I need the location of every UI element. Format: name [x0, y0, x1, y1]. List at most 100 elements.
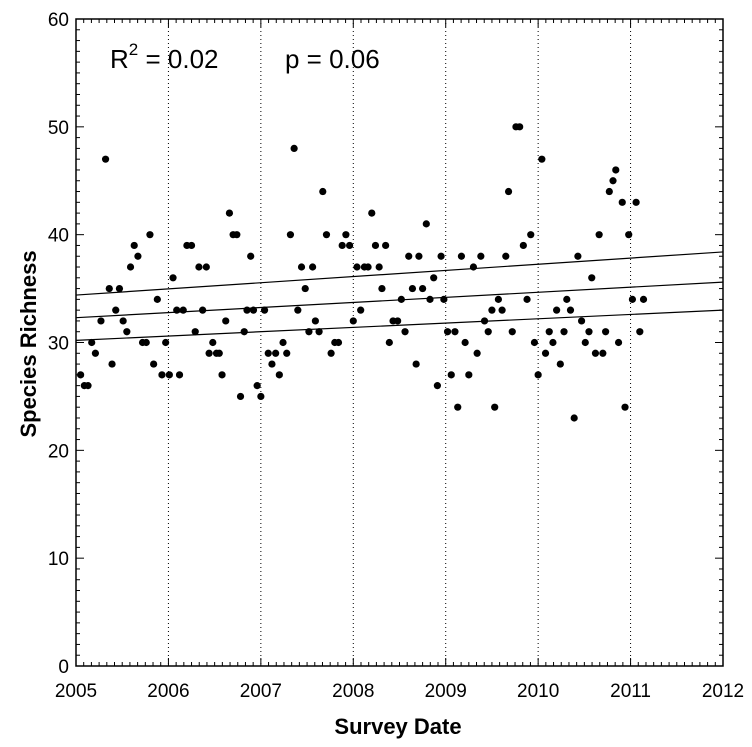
data-point	[290, 144, 298, 152]
data-point	[523, 295, 531, 303]
data-point	[614, 338, 623, 347]
data-point	[477, 252, 485, 260]
x-tick-label: 2010	[517, 681, 559, 702]
r2-annotation: R2 = 0.02	[110, 40, 218, 74]
data-point	[309, 263, 317, 271]
data-point	[205, 349, 213, 357]
data-point	[588, 274, 596, 282]
data-point	[153, 295, 161, 303]
x-tick-label: 2006	[147, 681, 189, 702]
data-point	[357, 306, 365, 314]
data-point	[97, 317, 105, 325]
data-point	[440, 295, 448, 303]
data-point	[371, 241, 380, 250]
data-point	[484, 328, 492, 336]
data-point	[91, 349, 100, 357]
data-point	[322, 231, 331, 239]
data-point	[549, 338, 557, 347]
data-point	[301, 284, 309, 293]
data-point	[437, 252, 445, 260]
data-point	[563, 295, 571, 303]
data-point	[126, 263, 135, 271]
data-point	[353, 263, 361, 271]
data-point	[77, 371, 85, 379]
data-point	[394, 317, 402, 325]
data-point	[639, 295, 648, 303]
data-point	[119, 317, 127, 325]
data-point	[112, 306, 120, 314]
p-annotation: p = 0.06	[285, 44, 380, 74]
data-point	[209, 338, 217, 347]
x-tick-label: 2008	[332, 681, 374, 702]
data-point	[556, 360, 564, 368]
y-tick-label: 30	[48, 334, 69, 355]
data-point	[345, 241, 354, 250]
data-point	[491, 403, 499, 411]
data-point	[88, 338, 96, 347]
data-point	[465, 371, 473, 379]
data-point	[443, 328, 452, 336]
upper-confidence-line	[75, 251, 724, 296]
data-point	[368, 209, 376, 217]
data-point	[165, 371, 173, 379]
x-tick-label: 2011	[610, 681, 651, 702]
x-axis-title: Survey Date	[334, 714, 461, 739]
y-axis-title: Species Richness	[16, 250, 41, 437]
data-point	[519, 241, 527, 250]
data-point	[364, 263, 372, 271]
data-point	[602, 328, 610, 336]
x-tick-label: 2007	[240, 681, 282, 702]
data-point	[175, 371, 184, 379]
data-point	[169, 274, 177, 282]
data-point	[415, 252, 423, 260]
data-point	[541, 349, 550, 357]
data-point	[240, 328, 248, 336]
regression-lines	[75, 251, 724, 341]
data-point	[560, 328, 568, 336]
data-point	[202, 263, 210, 271]
data-point	[545, 328, 553, 336]
data-point	[179, 306, 187, 314]
data-point	[195, 263, 203, 271]
data-point	[494, 295, 502, 303]
data-point	[461, 338, 469, 347]
data-point	[516, 123, 524, 131]
data-point	[294, 306, 302, 314]
data-point	[375, 263, 383, 271]
data-point	[426, 295, 434, 303]
x-tick-label: 2009	[425, 681, 467, 702]
data-point	[334, 338, 343, 347]
data-point	[260, 306, 269, 314]
data-point	[527, 231, 535, 239]
data-point	[599, 349, 607, 357]
data-point	[272, 349, 280, 357]
data-point	[315, 328, 323, 336]
data-point	[142, 338, 150, 347]
data-point	[451, 328, 459, 336]
data-point	[101, 155, 110, 163]
data-point	[249, 306, 258, 314]
data-point	[236, 392, 245, 401]
data-point	[191, 328, 199, 336]
x-tick-label: 2005	[55, 681, 97, 702]
data-point	[225, 209, 234, 217]
data-point	[530, 338, 539, 347]
data-point	[146, 231, 154, 239]
r2-value: = 0.02	[138, 44, 218, 74]
data-point	[405, 252, 413, 260]
data-point	[609, 177, 617, 185]
y-tick-label: 40	[48, 226, 69, 247]
data-point	[130, 241, 138, 250]
data-point	[105, 284, 113, 293]
y-tick-label: 60	[48, 10, 69, 31]
data-point	[378, 284, 386, 293]
data-point	[574, 252, 582, 260]
data-point	[150, 360, 158, 368]
data-point	[581, 338, 589, 347]
data-points	[77, 123, 648, 422]
x-tick-labels: 2005 2006 2007 2008 2009 2010 2011 2012	[55, 681, 744, 702]
data-point	[283, 349, 291, 357]
y-tick-label: 10	[48, 549, 69, 570]
data-point	[473, 349, 481, 357]
